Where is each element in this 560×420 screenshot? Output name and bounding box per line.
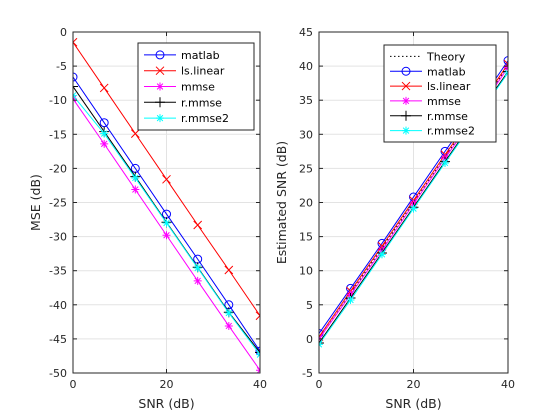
y-tick-label: 30 [299, 128, 313, 141]
legend: matlab ls.linear mmse r.mmse r.mmse2 [137, 42, 255, 131]
series-line-matlab [73, 76, 260, 352]
y-tick-label: 20 [299, 197, 313, 210]
legend-label-mmse: mmse [181, 81, 215, 94]
data-point-ls-linear [224, 265, 234, 275]
legend-label-ls-linear: ls.linear [181, 65, 225, 78]
legend-marker-r-mmse [401, 110, 411, 121]
legend-marker-matlab [155, 50, 165, 60]
legend-marker-ls-linear [155, 66, 165, 76]
legend-label-r-mmse: r.mmse [181, 96, 222, 109]
data-point-mmse [100, 139, 109, 148]
legend-label-ls-linear: ls.linear [427, 80, 471, 93]
x-tick-label: 0 [316, 378, 323, 391]
y-tick-label: 0 [306, 333, 313, 346]
legend-marker-ls-linear [401, 81, 411, 91]
data-point-mmse [224, 321, 233, 330]
series-group [73, 37, 260, 373]
data-point-ls-linear [99, 83, 109, 93]
y-tick-label: 10 [299, 265, 313, 278]
y-axis-label: MSE (dB) [28, 174, 43, 231]
data-point-ls-linear [503, 59, 508, 69]
data-point-r-mmse [503, 66, 508, 77]
legend-label-r-mmse2: r.mmse2 [181, 112, 229, 125]
y-tick-label: -40 [49, 299, 67, 312]
y-tick-label: -30 [49, 231, 67, 244]
legend: Theory matlab ls.linear mmse r.mmse r.mmse2 [383, 44, 497, 143]
legend-marker-matlab [401, 66, 411, 76]
y-tick-label: -5 [56, 60, 67, 73]
legend-label-matlab: matlab [427, 65, 466, 78]
x-tick-label: 0 [70, 378, 77, 391]
data-point-ls-linear [130, 129, 140, 138]
y-tick-label: -25 [49, 197, 67, 210]
x-axis-label: SNR (dB) [138, 396, 194, 411]
legend-label-matlab: matlab [181, 49, 220, 62]
data-point-mmse [131, 185, 140, 194]
x-tick-label: 40 [501, 378, 515, 391]
y-tick-label: -10 [49, 94, 67, 107]
y-tick-label: 35 [299, 94, 313, 107]
legend-marker-mmse [156, 82, 164, 91]
y-tick-label: -5 [302, 367, 313, 380]
legend-marker-r-mmse2 [156, 114, 164, 123]
x-axis-label: SNR (dB) [385, 396, 441, 411]
y-tick-label: 25 [299, 162, 313, 175]
legend-label-r-mmse: r.mmse [427, 110, 468, 123]
y-axis-label: Estimated SNR (dB) [274, 141, 289, 264]
y-tick-label: 5 [306, 299, 313, 312]
data-point-r-mmse2 [193, 263, 202, 272]
data-point-mmse [193, 276, 202, 285]
data-point-matlab [73, 72, 78, 82]
data-point-mmse [162, 231, 171, 240]
legend-box [383, 44, 497, 143]
y-tick-label: 15 [299, 231, 313, 244]
x-tick-label: 20 [407, 378, 421, 391]
data-point-ls-linear [73, 37, 78, 47]
data-point-ls-linear [162, 174, 171, 184]
data-point-ls-linear [255, 311, 260, 321]
x-tick-label: 20 [160, 378, 174, 391]
y-tick-label: -20 [49, 162, 67, 175]
legend-marker-mmse [402, 96, 410, 105]
data-point-r-mmse2 [224, 308, 233, 317]
legend-marker-r-mmse2 [402, 126, 410, 135]
data-point-r-mmse [255, 347, 260, 358]
data-point-r-mmse2 [441, 158, 450, 167]
y-tick-label: -15 [49, 128, 67, 141]
data-point-r-mmse2 [162, 218, 171, 227]
y-tick-label: -50 [49, 367, 67, 380]
y-tick-label: 45 [299, 26, 313, 39]
data-point-r-mmse [73, 81, 78, 92]
data-point-r-mmse2 [409, 204, 418, 213]
legend-label-r-mmse2: r.mmse2 [427, 125, 475, 138]
data-point-matlab [255, 346, 260, 356]
y-tick-label: 40 [299, 60, 313, 73]
data-point-r-mmse [319, 337, 324, 348]
y-tick-label: -45 [49, 333, 67, 346]
x-tick-label: 40 [253, 378, 267, 391]
data-point-r-mmse2 [346, 296, 355, 305]
data-point-r-mmse2 [131, 173, 140, 182]
data-point-r-mmse2 [377, 250, 386, 259]
y-tick-label: -35 [49, 265, 67, 278]
y-tick-label: 0 [60, 26, 67, 39]
legend-marker-r-mmse [155, 97, 165, 108]
legend-label-theory: Theory [426, 50, 466, 63]
data-point-ls-linear [193, 220, 203, 230]
legend-label-mmse: mmse [427, 95, 461, 108]
data-point-r-mmse2 [100, 129, 109, 138]
